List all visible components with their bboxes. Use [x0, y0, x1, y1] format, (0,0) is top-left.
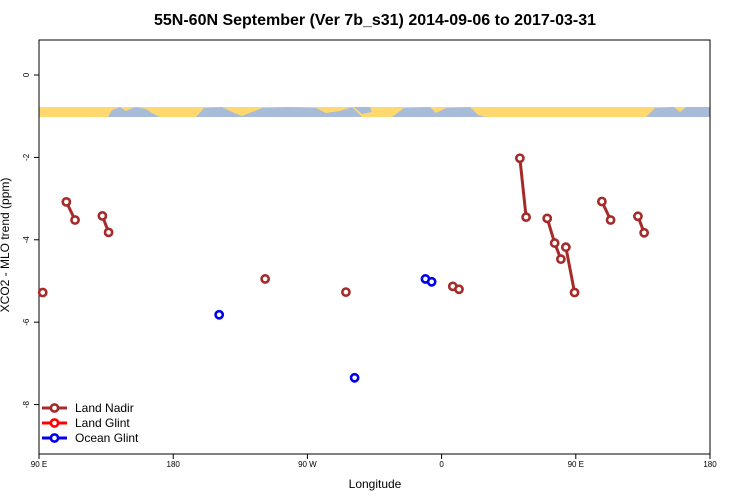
- chart-title: 55N-60N September (Ver 7b_s31) 2014-09-0…: [154, 12, 596, 29]
- data-point: [555, 254, 566, 265]
- x-tick-label: 90 E: [568, 460, 584, 469]
- data-point: [97, 210, 108, 221]
- x-tick-label: 180: [703, 460, 717, 469]
- map-band-ocean-4: [392, 107, 486, 117]
- data-point: [214, 309, 225, 320]
- series-segments: [64, 158, 646, 293]
- data-point: [596, 196, 607, 207]
- x-axis-label: Longitude: [349, 477, 402, 491]
- data-point: [605, 215, 616, 225]
- data-point: [569, 287, 580, 298]
- y-tick-label: -8: [22, 400, 31, 408]
- x-tick-label: 90 W: [298, 460, 317, 469]
- y-tick-label: -2: [22, 153, 31, 161]
- legend-label: Ocean Glint: [75, 431, 139, 445]
- data-point: [341, 287, 351, 298]
- data-point: [349, 372, 360, 383]
- data-point: [639, 227, 650, 238]
- plot-frame: [38, 39, 711, 455]
- y-tick-label: 0: [22, 72, 31, 77]
- data-point: [549, 238, 560, 248]
- series-points: [37, 153, 650, 383]
- data-point: [454, 284, 464, 295]
- data-point: [542, 213, 553, 224]
- y-tick-label: -6: [22, 318, 31, 326]
- legend-marker: [49, 403, 60, 413]
- data-point: [426, 276, 437, 287]
- data-point: [103, 227, 114, 238]
- series-line: [564, 246, 577, 293]
- x-axis: 90 E 180 90 W 0 90 E 180: [31, 454, 717, 469]
- data-point: [70, 215, 80, 225]
- data-point: [633, 211, 643, 222]
- map-band-ocean-1: [108, 107, 160, 117]
- series-line: [518, 158, 528, 218]
- y-axis: 0 -2 -4 -6 -8: [22, 72, 39, 408]
- legend-label: Land Glint: [75, 416, 130, 430]
- x-tick-label: 90 E: [31, 460, 47, 469]
- map-band-land: [39, 107, 710, 117]
- data-point: [37, 287, 48, 298]
- y-tick-label: -4: [22, 236, 31, 244]
- data-point: [560, 242, 571, 253]
- x-tick-label: 180: [167, 460, 181, 469]
- map-band-ocean-3: [354, 107, 372, 114]
- x-tick-label: 0: [439, 460, 444, 469]
- map-band: [39, 107, 710, 117]
- legend-label: Land Nadir: [75, 401, 134, 415]
- legend-marker: [49, 418, 60, 428]
- map-band-ocean-2: [196, 107, 362, 117]
- map-band-ocean-5: [646, 107, 710, 117]
- data-point: [61, 196, 72, 207]
- data-point: [521, 212, 531, 223]
- data-point: [260, 274, 271, 284]
- data-point: [514, 153, 525, 164]
- legend-marker: [49, 433, 60, 443]
- y-axis-label: XCO2 - MLO trend (ppm): [0, 178, 12, 313]
